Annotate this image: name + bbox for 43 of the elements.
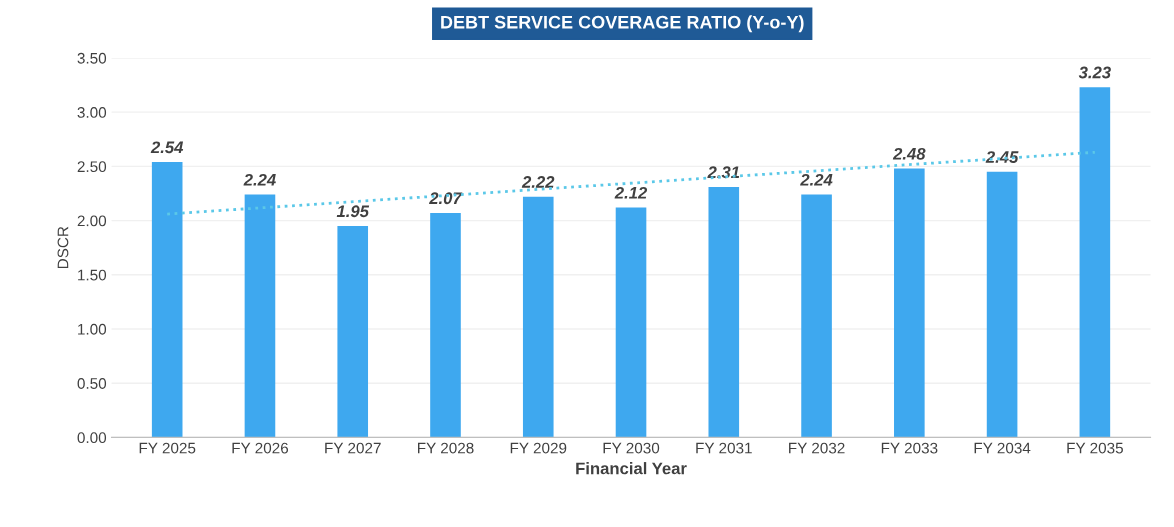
bar xyxy=(894,168,925,438)
data-label: 2.24 xyxy=(243,173,276,186)
data-label: 2.22 xyxy=(521,176,555,188)
x-tick-label: FY 2027 xyxy=(325,442,381,454)
bar xyxy=(522,196,554,438)
x-tick-label: FY 2030 xyxy=(603,442,660,454)
data-label: 1.95 xyxy=(336,205,370,218)
data-label: 2.45 xyxy=(985,151,1019,163)
text: 2.00 xyxy=(77,215,107,227)
bar xyxy=(337,226,369,438)
bar xyxy=(244,194,276,438)
x-tick-label: FY 2029 xyxy=(510,442,567,454)
data-label: 2.54 xyxy=(150,141,184,154)
x-tick-label: FY 2032 xyxy=(789,442,845,454)
data-label: 2.48 xyxy=(892,147,926,160)
bar xyxy=(708,186,740,438)
text: 0.50 xyxy=(77,378,107,389)
data-label: 2.07 xyxy=(429,192,463,205)
data-label: 2.12 xyxy=(614,186,648,199)
data-label: 3.23 xyxy=(1078,66,1111,79)
x-tick-label: FY 2025 xyxy=(139,442,196,454)
bar xyxy=(1079,87,1111,438)
x-axis-title: Financial Year xyxy=(576,462,687,475)
text: 3.50 xyxy=(77,52,107,64)
text: 1.00 xyxy=(78,323,107,335)
text: 0.00 xyxy=(77,432,107,444)
bar xyxy=(430,213,461,438)
y-axis-title: DSCR xyxy=(57,226,69,269)
x-tick-label: FY 2031 xyxy=(696,442,752,454)
chart-title: DEBT SERVICE COVERAGE RATIO (Y-o-Y) xyxy=(441,15,804,33)
bar xyxy=(986,171,1018,438)
data-label: 2.24 xyxy=(800,173,833,186)
bar xyxy=(615,207,647,438)
x-tick-label: FY 2033 xyxy=(881,442,938,454)
x-tick-label: FY 2026 xyxy=(232,442,289,454)
x-tick-label: FY 2034 xyxy=(974,442,1031,454)
text: 2.50 xyxy=(77,161,107,173)
text: 1.50 xyxy=(78,269,107,281)
x-tick-label: FY 2035 xyxy=(1067,442,1123,454)
text: 3.00 xyxy=(77,107,107,118)
bar xyxy=(151,162,183,438)
bar xyxy=(801,194,832,438)
x-tick-label: FY 2028 xyxy=(418,442,474,454)
